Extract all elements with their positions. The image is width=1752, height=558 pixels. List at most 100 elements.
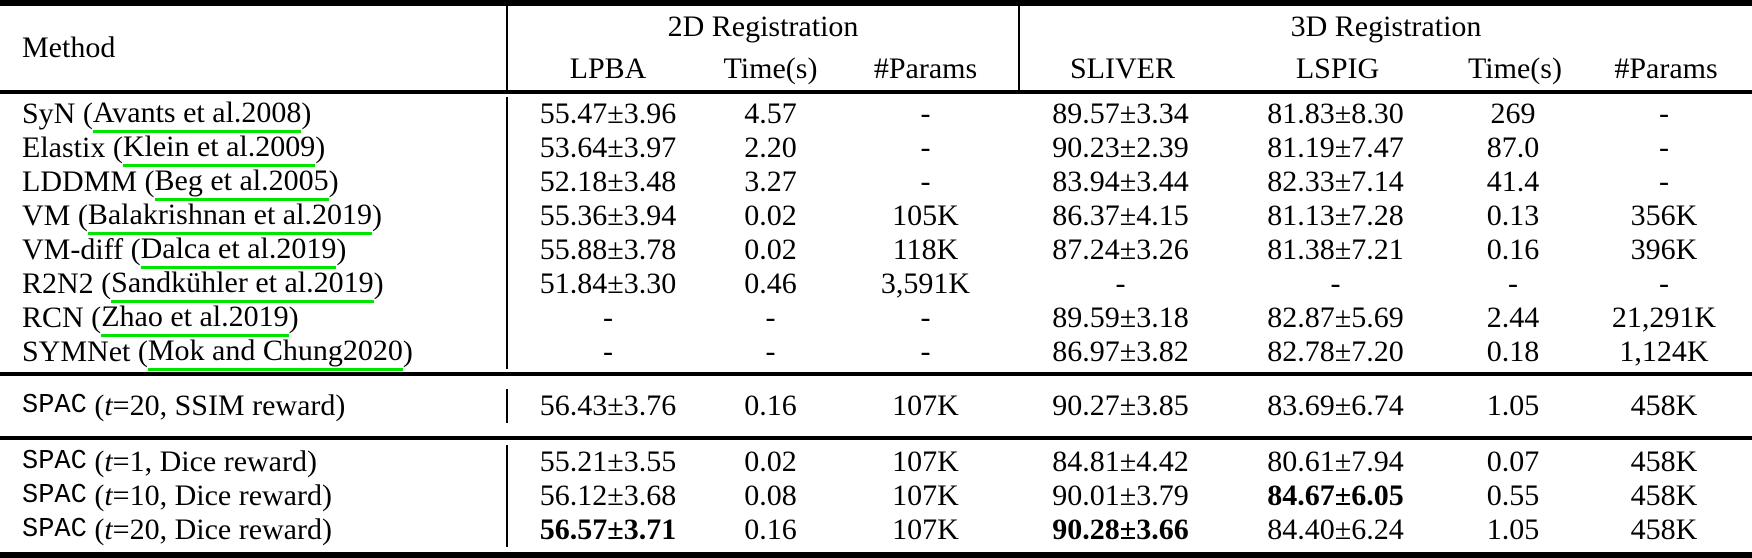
cell-time-3d: 2.44 xyxy=(1486,301,1540,334)
cell-time-3d: 0.16 xyxy=(1486,233,1540,266)
cell-lpba: 52.18±3.48 xyxy=(539,165,677,198)
table-row: VM (Balakrishnan et al. 2019) 55.36±3.94 0… xyxy=(0,198,1752,235)
cell-time-2d: 0.02 xyxy=(744,445,797,478)
cell-time-3d: 0.13 xyxy=(1486,199,1540,232)
cell-params-3d: 1,124K xyxy=(1619,335,1709,368)
cell-sliver: 86.97±3.82 xyxy=(1052,335,1189,368)
cell-lspig: 82.87±5.69 xyxy=(1267,301,1404,334)
cell-params-2d: - xyxy=(920,335,931,368)
citation-link[interactable]: Avants et al. xyxy=(92,96,242,133)
method-cell: SPAC (t =1, Dice reward) xyxy=(0,445,508,479)
citation-link[interactable]: Sandkühler et al. xyxy=(111,266,314,303)
col-header-sliver: SLIVER xyxy=(1070,52,1175,85)
cell-params-3d: 458K xyxy=(1630,513,1698,546)
cell-lpba: - xyxy=(603,301,613,334)
cell-params-3d: 356K xyxy=(1630,199,1698,232)
method-column-header: Method xyxy=(0,6,508,90)
cell-params-2d: - xyxy=(920,301,931,334)
cell-params-3d: - xyxy=(1659,131,1669,164)
cell-params-2d: 107K xyxy=(892,389,959,422)
t-variable: t xyxy=(104,389,113,422)
cell-time-3d: - xyxy=(1508,267,1518,300)
cell-time-2d: 0.16 xyxy=(744,389,797,422)
cell-sliver: 90.01±3.79 xyxy=(1052,479,1189,512)
cell-sliver: 89.57±3.34 xyxy=(1052,97,1189,130)
col-header-params-3d: #Params xyxy=(1614,52,1718,85)
cell-params-2d: 107K xyxy=(892,445,959,478)
cell-time-3d: 0.07 xyxy=(1486,445,1540,478)
table-row: SyN (Avants et al. 2008) 55.47±3.96 4.57 - 8… xyxy=(0,96,1752,133)
section-rule-2 xyxy=(0,436,1752,440)
table-row: RCN (Zhao et al. 2019) - - - 89.59±3.18 82.87… xyxy=(0,300,1752,337)
cell-params-3d: 458K xyxy=(1630,445,1698,478)
cell-lspig: 82.78±7.20 xyxy=(1267,335,1404,368)
col-header-lpba: LPBA xyxy=(569,52,647,85)
cell-lspig: 84.67±6.05 xyxy=(1267,479,1404,512)
section-0: SyN (Avants et al. 2008) 55.47±3.96 4.57-8… xyxy=(0,94,1752,372)
cell-lspig: 81.38±7.21 xyxy=(1267,233,1404,266)
cell-time-2d: - xyxy=(765,335,776,368)
cell-time-3d: 1.05 xyxy=(1486,389,1540,422)
cell-time-2d: - xyxy=(765,301,776,334)
citation-year-link[interactable]: 2020 xyxy=(342,334,403,371)
cell-lpba: - xyxy=(603,335,613,368)
cell-params-3d: 458K xyxy=(1630,479,1698,512)
table-row: Elastix (Klein et al. 2009) 53.64±3.97 2.2… xyxy=(0,130,1752,167)
cell-time-2d: 0.02 xyxy=(744,233,797,266)
cell-params-2d: - xyxy=(920,131,931,164)
method-header-label: Method xyxy=(22,31,116,64)
cell-time-3d: 41.4 xyxy=(1486,165,1540,198)
cell-params-2d: 107K xyxy=(892,479,959,512)
cell-params-2d: 118K xyxy=(892,233,959,266)
citation-year-link[interactable]: 2019 xyxy=(311,198,372,235)
method-cell: SPAC (t =10, Dice reward) xyxy=(0,479,508,513)
cell-params-2d: - xyxy=(920,97,931,130)
cell-lpba: 55.21±3.55 xyxy=(539,445,677,478)
col-header-time-3d: Time(s) xyxy=(1468,52,1562,85)
bottom-rule xyxy=(0,552,1752,558)
group-3d-subheaders: SLIVER LSPIG Time(s) #Params xyxy=(1020,48,1752,90)
cell-lspig: 81.83±8.30 xyxy=(1267,97,1404,130)
col-header-lspig: LSPIG xyxy=(1295,52,1380,85)
method-cell: LDDMM (Beg et al. 2005) xyxy=(0,164,508,201)
group-2d-title: 2D Registration xyxy=(667,10,859,43)
citation-link[interactable]: Klein et al. xyxy=(122,130,256,167)
col-header-time-2d: Time(s) xyxy=(723,52,818,85)
citation-year-link[interactable]: 2019 xyxy=(276,232,337,269)
cell-lpba: 55.47±3.96 xyxy=(539,97,677,130)
cell-sliver: 84.81±4.42 xyxy=(1052,445,1189,478)
citation-link[interactable]: Beg et al. xyxy=(154,164,269,201)
citation-link[interactable]: Dalca et al. xyxy=(140,232,277,269)
cell-time-2d: 0.16 xyxy=(744,513,797,546)
cell-sliver: 83.94±3.44 xyxy=(1052,165,1189,198)
cell-lpba: 56.12±3.68 xyxy=(539,479,677,512)
table-row: R2N2 (Sandkühler et al. 2019) 51.84±3.30 0… xyxy=(0,266,1752,303)
method-cell: SyN (Avants et al. 2008) xyxy=(0,96,508,133)
table-row: VM-diff (Dalca et al. 2019) 55.88±3.78 0.0… xyxy=(0,232,1752,269)
citation-year-link[interactable]: 2009 xyxy=(255,130,316,167)
cell-sliver: 86.37±4.15 xyxy=(1052,199,1189,232)
group-2d-registration: 2D Registration LPBA Time(s) #Params xyxy=(508,6,1020,90)
cell-lpba: 55.36±3.94 xyxy=(539,199,677,232)
method-cell: RCN (Zhao et al. 2019) xyxy=(0,300,508,337)
section-1: SPAC (t =20, SSIM reward) 56.43±3.76 0.16 10… xyxy=(0,376,1752,436)
method-cell: R2N2 (Sandkühler et al. 2019) xyxy=(0,266,508,303)
cell-lpba: 55.88±3.78 xyxy=(539,233,677,266)
cell-lspig: - xyxy=(1330,267,1341,300)
method-cell: VM (Balakrishnan et al. 2019) xyxy=(0,198,508,235)
citation-link[interactable]: Balakrishnan et al. xyxy=(87,198,312,235)
method-cell: VM-diff (Dalca et al. 2019) xyxy=(0,232,508,269)
header-rule xyxy=(0,90,1752,94)
cell-params-2d: 105K xyxy=(892,199,959,232)
spac-method-label: SPAC xyxy=(22,447,87,477)
table-row: SYMNet (Mok and Chung 2020) - - - 86.97±3.82… xyxy=(0,334,1752,371)
citation-link[interactable]: Mok and Chung xyxy=(147,334,343,371)
citation-year-link[interactable]: 2019 xyxy=(228,300,289,337)
citation-link[interactable]: Zhao et al. xyxy=(101,300,229,337)
group-3d-title: 3D Registration xyxy=(1290,10,1482,43)
citation-year-link[interactable]: 2005 xyxy=(268,164,329,201)
citation-year-link[interactable]: 2008 xyxy=(241,96,302,133)
citation-year-link[interactable]: 2019 xyxy=(313,266,374,303)
group-3d-registration: 3D Registration SLIVER LSPIG Time(s) #Pa… xyxy=(1020,6,1752,90)
